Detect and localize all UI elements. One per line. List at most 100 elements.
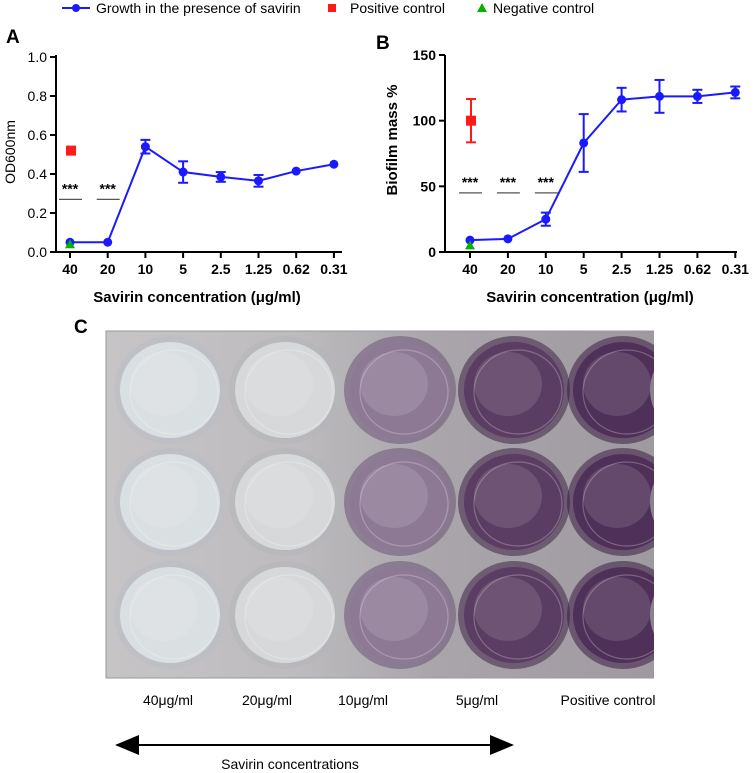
chart-b-data-point xyxy=(655,91,664,101)
col-label-40: 40μg/ml xyxy=(143,692,193,708)
col-label-5: 5μg/ml xyxy=(456,692,498,708)
chart-a-xtick-label: 2.5 xyxy=(211,261,231,277)
chart-a-sig-stars: *** xyxy=(62,180,79,196)
well-highlight xyxy=(474,577,542,641)
well-meniscus xyxy=(129,461,219,547)
chart-a-xtick-label: 1.25 xyxy=(245,261,272,277)
well-highlight xyxy=(245,352,313,416)
chart-b-xtick-label: 0.31 xyxy=(722,261,749,277)
chart-b-data-point xyxy=(692,91,702,101)
legend-negative-label: Negative control xyxy=(493,0,594,16)
chart-a-ytick-label: 0.6 xyxy=(28,127,48,143)
well-highlight xyxy=(245,464,313,528)
legend-item-positive: Positive control xyxy=(328,0,445,16)
chart-b-xtick-label: 20 xyxy=(500,261,516,277)
chart-a-data-point xyxy=(216,172,226,182)
legend-item-negative: Negative control xyxy=(477,0,594,16)
well-highlight xyxy=(474,464,542,528)
chart-a-data-point xyxy=(291,166,301,176)
chart-a-ytick-label: 0.4 xyxy=(28,166,48,182)
well xyxy=(464,342,564,438)
chart-a-negative-control xyxy=(65,239,75,249)
well-highlight xyxy=(360,577,428,641)
well xyxy=(235,567,335,663)
col-label-10: 10μg/ml xyxy=(338,692,388,708)
chart-b: Biofilm mass % Savirin concentration (μg… xyxy=(384,47,749,306)
chart-b-data-point xyxy=(617,95,627,105)
chart-a: OD600nm Savirin concentration (μg/ml) 0.… xyxy=(2,49,348,306)
well-highlight xyxy=(360,352,428,416)
chart-b-sig-stars: *** xyxy=(500,174,517,190)
chart-b-data-point xyxy=(579,138,589,148)
chart-a-xtick-label: 20 xyxy=(100,261,116,277)
chart-b-series-line xyxy=(469,91,736,242)
well xyxy=(120,454,220,550)
well xyxy=(235,342,335,438)
chart-b-ytick-label: 100 xyxy=(413,113,437,129)
well-meniscus xyxy=(244,574,334,660)
well xyxy=(464,567,564,663)
well-meniscus xyxy=(244,349,334,435)
chart-b-data-point xyxy=(503,234,513,244)
well-meniscus xyxy=(359,349,449,435)
chart-b-ytick-label: 150 xyxy=(413,47,437,63)
chart-a-ytick-label: 0.2 xyxy=(28,205,48,221)
chart-a-xtick-label: 0.62 xyxy=(283,261,310,277)
well-meniscus xyxy=(473,461,563,547)
chart-b-xtick-label: 1.25 xyxy=(646,261,673,277)
well xyxy=(573,342,673,438)
chart-b-xtick-label: 40 xyxy=(462,261,478,277)
chart-a-sig-stars: *** xyxy=(100,180,117,196)
well xyxy=(120,567,220,663)
panel-letter-a: A xyxy=(6,27,20,48)
well-meniscus xyxy=(359,574,449,660)
chart-b-xtick-label: 2.5 xyxy=(612,261,632,277)
concentration-labels: 40μg/ml 20μg/ml 10μg/ml 5μg/ml Positive … xyxy=(143,692,656,708)
chart-a-xtick-label: 40 xyxy=(62,261,78,277)
chart-a-data-point xyxy=(140,142,150,152)
well xyxy=(573,454,673,550)
chart-b-data-point xyxy=(465,235,475,245)
legend-growth-label: Growth in the presence of savirin xyxy=(96,0,301,16)
chart-b-y-label: Biofilm mass % xyxy=(384,85,401,196)
well xyxy=(464,454,564,550)
well-meniscus xyxy=(129,349,219,435)
chart-a-xtick-label: 0.31 xyxy=(320,261,347,277)
arrow-label: Savirin concentrations xyxy=(221,756,359,772)
well-plate-photo xyxy=(105,325,754,685)
well xyxy=(350,454,450,550)
well xyxy=(573,567,673,663)
well-highlight xyxy=(360,464,428,528)
chart-b-data-point xyxy=(730,87,740,97)
well xyxy=(235,454,335,550)
well-meniscus xyxy=(129,574,219,660)
chart-b-negative-control xyxy=(465,240,475,250)
chart-b-xtick-label: 0.62 xyxy=(684,261,711,277)
well-meniscus xyxy=(473,574,563,660)
col-label-positive: Positive control xyxy=(561,692,656,708)
well xyxy=(350,342,450,438)
well-highlight xyxy=(583,352,651,416)
well-highlight xyxy=(130,352,198,416)
chart-a-x-label: Savirin concentration (μg/ml) xyxy=(93,289,301,306)
chart-b-data-point xyxy=(541,214,551,224)
chart-b-ytick-label: 0 xyxy=(428,244,436,260)
well-highlight xyxy=(130,577,198,641)
legend: Growth in the presence of savirin Positi… xyxy=(62,0,594,16)
chart-a-positive-control xyxy=(66,145,76,156)
chart-a-data-point xyxy=(329,159,339,169)
photo-crop-mask xyxy=(654,325,754,685)
chart-b-xtick-label: 5 xyxy=(580,261,588,277)
chart-b-x-label: Savirin concentration (μg/ml) xyxy=(486,289,694,306)
chart-a-series-line xyxy=(70,145,335,244)
well xyxy=(120,342,220,438)
chart-a-ytick-label: 0.8 xyxy=(28,88,48,104)
well-meniscus xyxy=(359,461,449,547)
chart-a-xtick-label: 10 xyxy=(138,261,154,277)
chart-b-positive-control xyxy=(466,115,476,126)
chart-a-xtick-label: 5 xyxy=(179,261,187,277)
chart-a-data-point xyxy=(178,167,188,177)
legend-item-growth: Growth in the presence of savirin xyxy=(62,0,301,16)
panel-letter-b: B xyxy=(376,33,390,54)
